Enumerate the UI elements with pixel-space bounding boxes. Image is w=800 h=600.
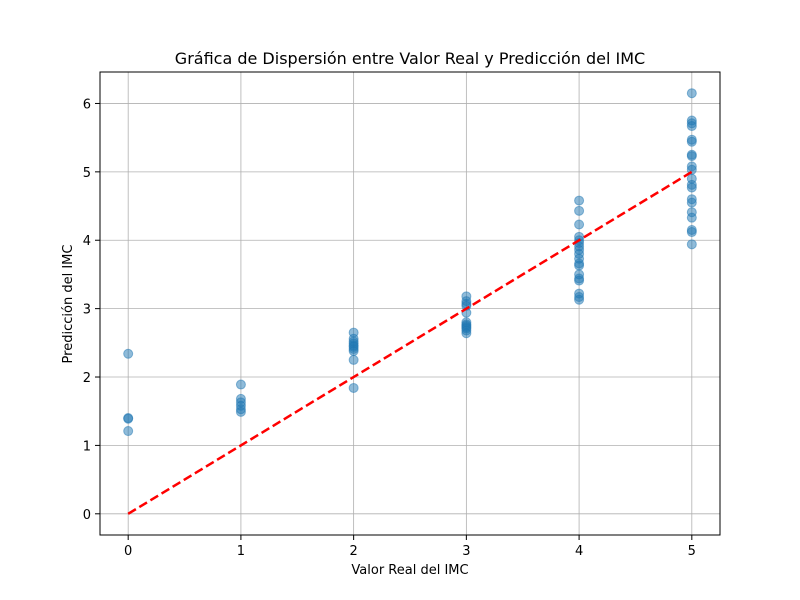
reference-line-path	[127, 170, 693, 515]
x-tick-label: 3	[462, 544, 470, 559]
x-tick-label: 4	[575, 544, 583, 559]
data-point	[235, 379, 246, 390]
plot-frame	[99, 71, 721, 536]
data-point	[574, 195, 585, 206]
data-point	[686, 182, 697, 193]
data-point	[574, 294, 585, 305]
y-tick-label: 2	[83, 371, 91, 386]
data-points	[123, 88, 697, 437]
data-point	[686, 121, 697, 132]
data-point	[686, 212, 697, 223]
x-axis-label: Valor Real del IMC	[351, 563, 468, 578]
chart-title: Gráfica de Dispersión entre Valor Real y…	[175, 49, 645, 68]
y-axis-ticks: 0 1 2 3 4 5 6	[83, 97, 100, 523]
data-point	[686, 197, 697, 208]
data-point	[235, 406, 246, 417]
data-point	[686, 239, 697, 250]
data-point	[123, 348, 134, 359]
y-tick-label: 6	[83, 97, 91, 112]
data-point	[348, 382, 359, 393]
data-point	[574, 260, 585, 271]
y-tick-label: 4	[83, 234, 91, 249]
data-point	[348, 354, 359, 365]
y-tick-label: 3	[83, 303, 91, 318]
data-point	[574, 205, 585, 216]
x-tick-label: 1	[237, 544, 245, 559]
x-tick-label: 0	[124, 544, 132, 559]
reference-line	[127, 170, 693, 515]
data-point	[461, 328, 472, 339]
data-point	[686, 136, 697, 147]
y-tick-label: 5	[83, 166, 91, 181]
data-point	[686, 151, 697, 162]
x-tick-label: 5	[688, 544, 696, 559]
data-point	[574, 275, 585, 286]
y-axis-label: Predicción del IMC	[61, 245, 76, 364]
x-tick-label: 2	[349, 544, 357, 559]
x-axis-ticks: 0 1 2 3 4 5	[124, 535, 696, 559]
data-point	[123, 413, 134, 424]
data-point	[686, 227, 697, 238]
data-point	[123, 426, 134, 437]
y-tick-label: 0	[83, 508, 91, 523]
data-point	[348, 346, 359, 357]
y-tick-label: 1	[83, 439, 91, 454]
data-point	[686, 88, 697, 99]
data-point	[574, 219, 585, 230]
